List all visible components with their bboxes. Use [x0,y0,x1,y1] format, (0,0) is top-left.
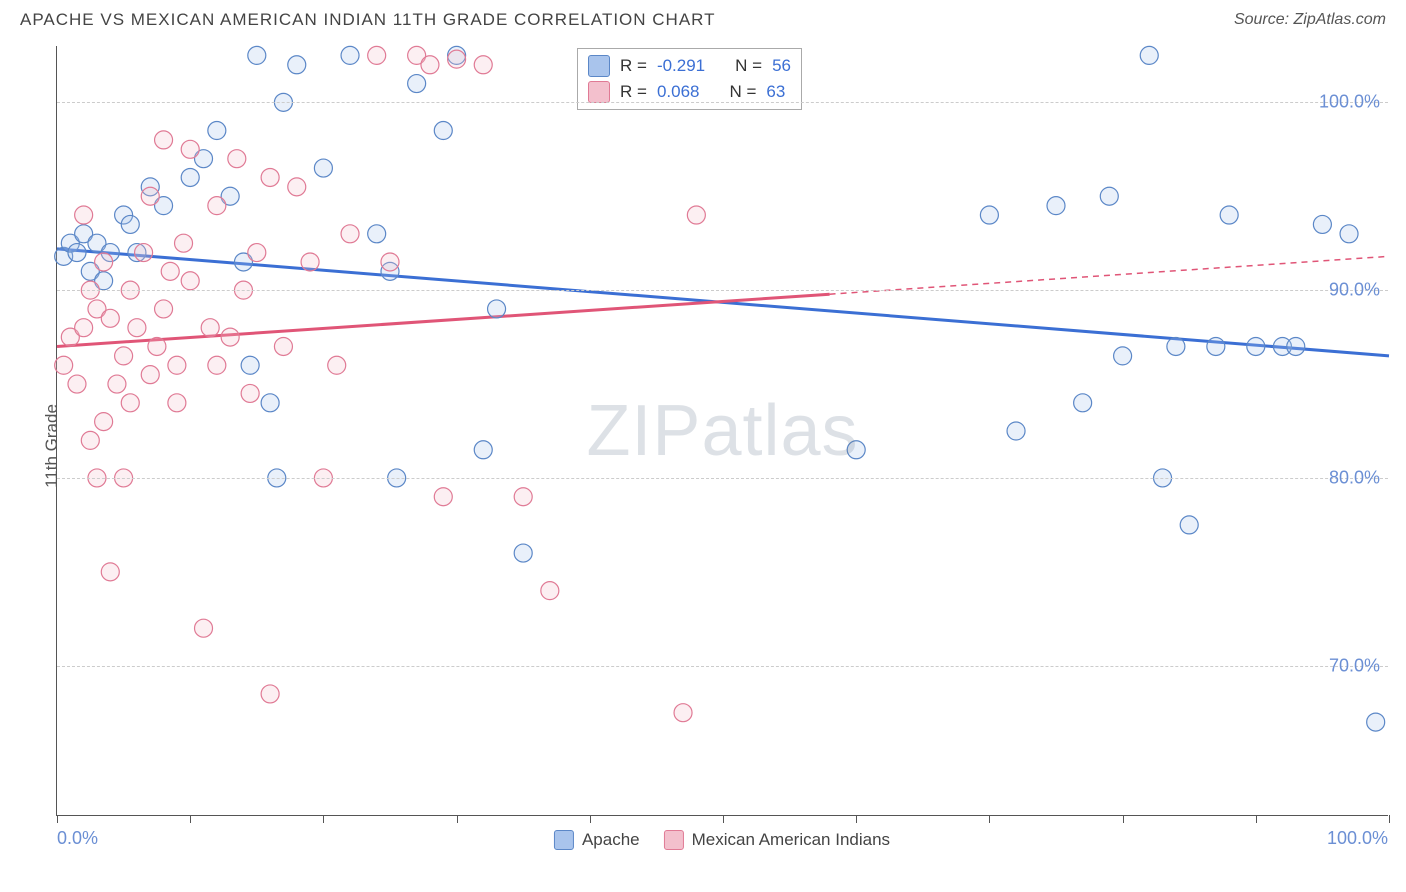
y-tick-label: 100.0% [1319,92,1380,113]
x-tick [856,815,857,823]
x-tick [457,815,458,823]
stat-legend-row: R = 0.068 N = 63 [588,79,791,105]
x-tick [190,815,191,823]
x-tick [590,815,591,823]
x-tick [723,815,724,823]
x-tick [323,815,324,823]
legend-item: Apache [554,830,640,850]
gridline [57,666,1388,667]
gridline [57,478,1388,479]
x-tick [57,815,58,823]
x-axis-label-right: 100.0% [1327,828,1388,849]
gridline [57,290,1388,291]
stat-legend-row: R = -0.291 N = 56 [588,53,791,79]
x-tick [1389,815,1390,823]
x-axis-label-left: 0.0% [57,828,98,849]
scatter-svg [57,46,1389,816]
x-tick [989,815,990,823]
x-tick [1123,815,1124,823]
gridline [57,102,1388,103]
chart-title: APACHE VS MEXICAN AMERICAN INDIAN 11TH G… [20,10,716,30]
plot-area: ZIPatlas R = -0.291 N = 56 R = 0.068 N =… [56,46,1388,816]
chart-source: Source: ZipAtlas.com [1234,11,1386,29]
x-tick [1256,815,1257,823]
y-tick-label: 90.0% [1329,280,1380,301]
legend-item: Mexican American Indians [664,830,890,850]
chart-header: APACHE VS MEXICAN AMERICAN INDIAN 11TH G… [0,0,1406,30]
bottom-legend: Apache Mexican American Indians [554,830,890,850]
y-tick-label: 70.0% [1329,655,1380,676]
y-tick-label: 80.0% [1329,467,1380,488]
stat-legend: R = -0.291 N = 56 R = 0.068 N = 63 [577,48,802,110]
chart-container: ZIPatlas R = -0.291 N = 56 R = 0.068 N =… [56,46,1388,816]
